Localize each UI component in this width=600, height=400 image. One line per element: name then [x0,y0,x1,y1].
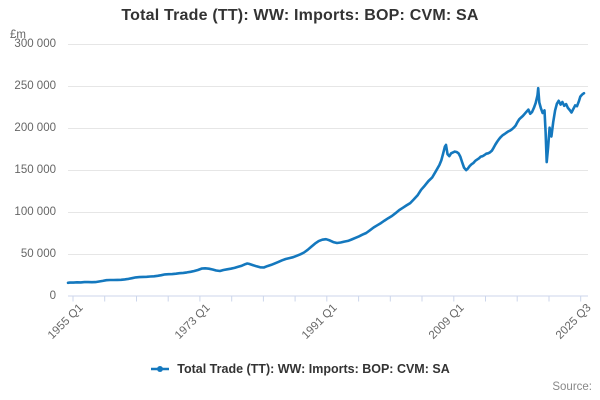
y-axis-tick-label: 50 000 [20,248,56,260]
legend-item[interactable]: Total Trade (TT): WW: Imports: BOP: CVM:… [0,362,600,376]
legend-label: Total Trade (TT): WW: Imports: BOP: CVM:… [177,362,450,376]
y-axis-unit-label: £m [10,29,26,41]
y-axis-tick-label: 150 000 [14,164,56,176]
y-axis-tick-label: 0 [49,290,56,302]
y-axis-tick-label: 200 000 [14,122,56,134]
source-label: Source: [552,381,592,393]
y-axis-tick-label: 100 000 [14,206,56,218]
y-axis-tick-label: 300 000 [14,38,56,50]
chart-title: Total Trade (TT): WW: Imports: BOP: CVM:… [121,7,479,24]
y-axis-tick-label: 250 000 [14,80,56,92]
legend-line-marker-icon [151,366,170,372]
series-line[interactable] [66,86,586,285]
